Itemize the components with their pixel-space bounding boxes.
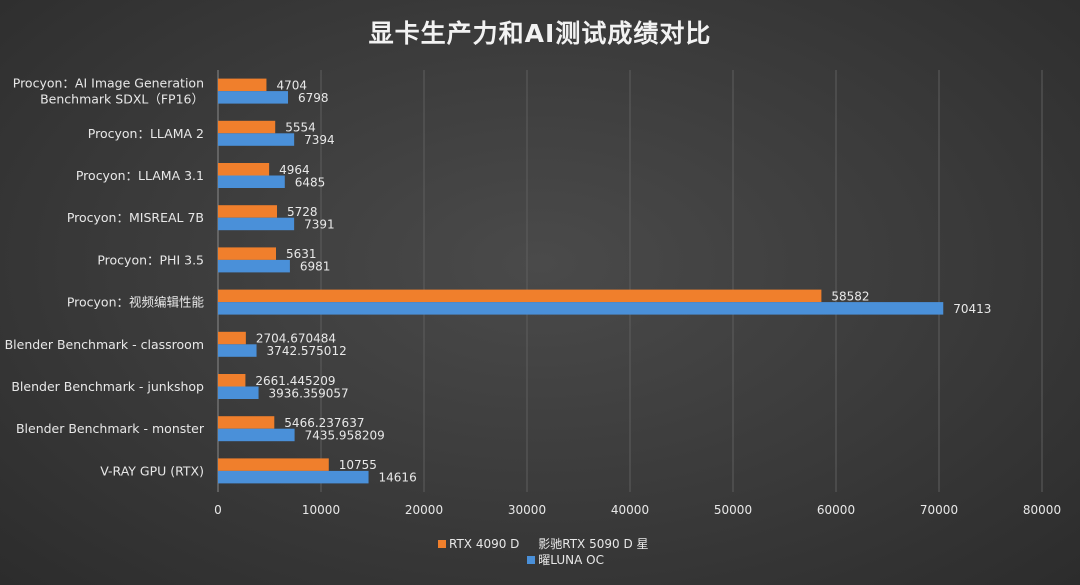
x-tick-label: 0 — [214, 503, 222, 517]
y-tick-label: Procyon：LLAMA 2 — [88, 126, 204, 141]
data-label: 5466.237637 — [284, 416, 364, 430]
data-label: 5631 — [286, 247, 317, 261]
data-label: 7394 — [304, 133, 335, 147]
data-label: 10755 — [339, 458, 377, 472]
data-label: 6798 — [298, 91, 329, 105]
legend-swatch-rtx-4090-d — [438, 540, 446, 548]
x-tick-label: 70000 — [920, 503, 958, 517]
data-label: 3936.359057 — [269, 386, 349, 400]
y-tick-label: Procyon：LLAMA 3.1 — [76, 168, 204, 183]
bar-series-1 — [218, 175, 285, 188]
data-label: 6485 — [295, 175, 326, 189]
bar-series-1 — [218, 259, 290, 273]
bars — [218, 78, 944, 484]
x-tick-label: 30000 — [508, 503, 546, 517]
y-tick-label: Blender Benchmark - monster — [16, 421, 205, 436]
y-tick-label: Benchmark SDXL（FP16） — [40, 92, 204, 107]
x-tick-label: 20000 — [405, 503, 443, 517]
bar-series-1 — [218, 470, 369, 484]
data-label: 7435.958209 — [305, 428, 385, 442]
bar-series-0 — [218, 289, 822, 303]
data-label: 4704 — [276, 78, 307, 92]
bar-series-1 — [218, 133, 295, 146]
legend-item-rtx-5090-d: 影驰RTX 5090 D 星曜LUNA OC — [527, 536, 650, 568]
bar-series-1 — [218, 91, 289, 104]
legend-label-rtx-5090-d: 影驰RTX 5090 D 星曜LUNA OC — [538, 537, 649, 567]
bar-series-0 — [218, 331, 246, 345]
data-label: 70413 — [953, 302, 991, 316]
y-tick-label: Blender Benchmark - classroom — [5, 337, 204, 352]
bar-series-0 — [218, 163, 270, 176]
data-label: 2661.445209 — [255, 374, 335, 388]
y-tick-label: Procyon：视频编辑性能 — [67, 295, 205, 310]
legend-item-rtx-4090-d: RTX 4090 D — [438, 536, 519, 552]
y-tick-label: Procyon：MISREAL 7B — [67, 210, 204, 225]
data-label: 5554 — [285, 121, 316, 135]
bar-series-0 — [218, 78, 267, 92]
x-tick-label: 80000 — [1023, 503, 1061, 517]
bar-series-1 — [218, 344, 257, 357]
bar-series-0 — [218, 120, 276, 134]
x-tick-label: 40000 — [611, 503, 649, 517]
bar-series-1 — [218, 386, 259, 399]
data-label: 5728 — [287, 205, 318, 219]
x-tick-label: 50000 — [714, 503, 752, 517]
legend-swatch-rtx-5090-d — [527, 556, 536, 564]
y-tick-label: Procyon：PHI 3.5 — [97, 252, 204, 267]
bar-series-0 — [218, 458, 329, 471]
data-label: 2704.670484 — [256, 332, 336, 346]
bar-series-0 — [218, 374, 246, 387]
x-tick-label: 10000 — [302, 503, 340, 517]
labels: 0 10000 20000 30000 40000 50000 60000 70000 8000… — [5, 76, 1062, 517]
bar-series-1 — [218, 428, 295, 442]
data-label: 58582 — [831, 289, 869, 303]
data-label: 3742.575012 — [267, 344, 347, 358]
legend: RTX 4090 D 影驰RTX 5090 D 星曜LUNA OC — [438, 536, 654, 568]
data-label: 7391 — [304, 217, 335, 231]
bar-series-0 — [218, 205, 277, 218]
y-tick-label: Blender Benchmark - junkshop — [11, 379, 204, 394]
data-label: 14616 — [379, 471, 417, 485]
y-tick-label: V-RAY GPU (RTX) — [100, 463, 204, 478]
data-label: 4964 — [279, 163, 310, 177]
chart-title: 显卡生产力和AI测试成绩对比 — [368, 19, 712, 48]
legend-label-rtx-4090-d: RTX 4090 D — [449, 537, 520, 551]
data-label: 6981 — [300, 260, 331, 274]
bar-series-1 — [218, 302, 944, 315]
bar-series-1 — [218, 217, 295, 231]
bar-series-0 — [218, 247, 276, 260]
x-tick-label: 60000 — [817, 503, 855, 517]
y-tick-label: Procyon：AI Image Generation — [13, 76, 204, 91]
bar-series-0 — [218, 416, 275, 429]
